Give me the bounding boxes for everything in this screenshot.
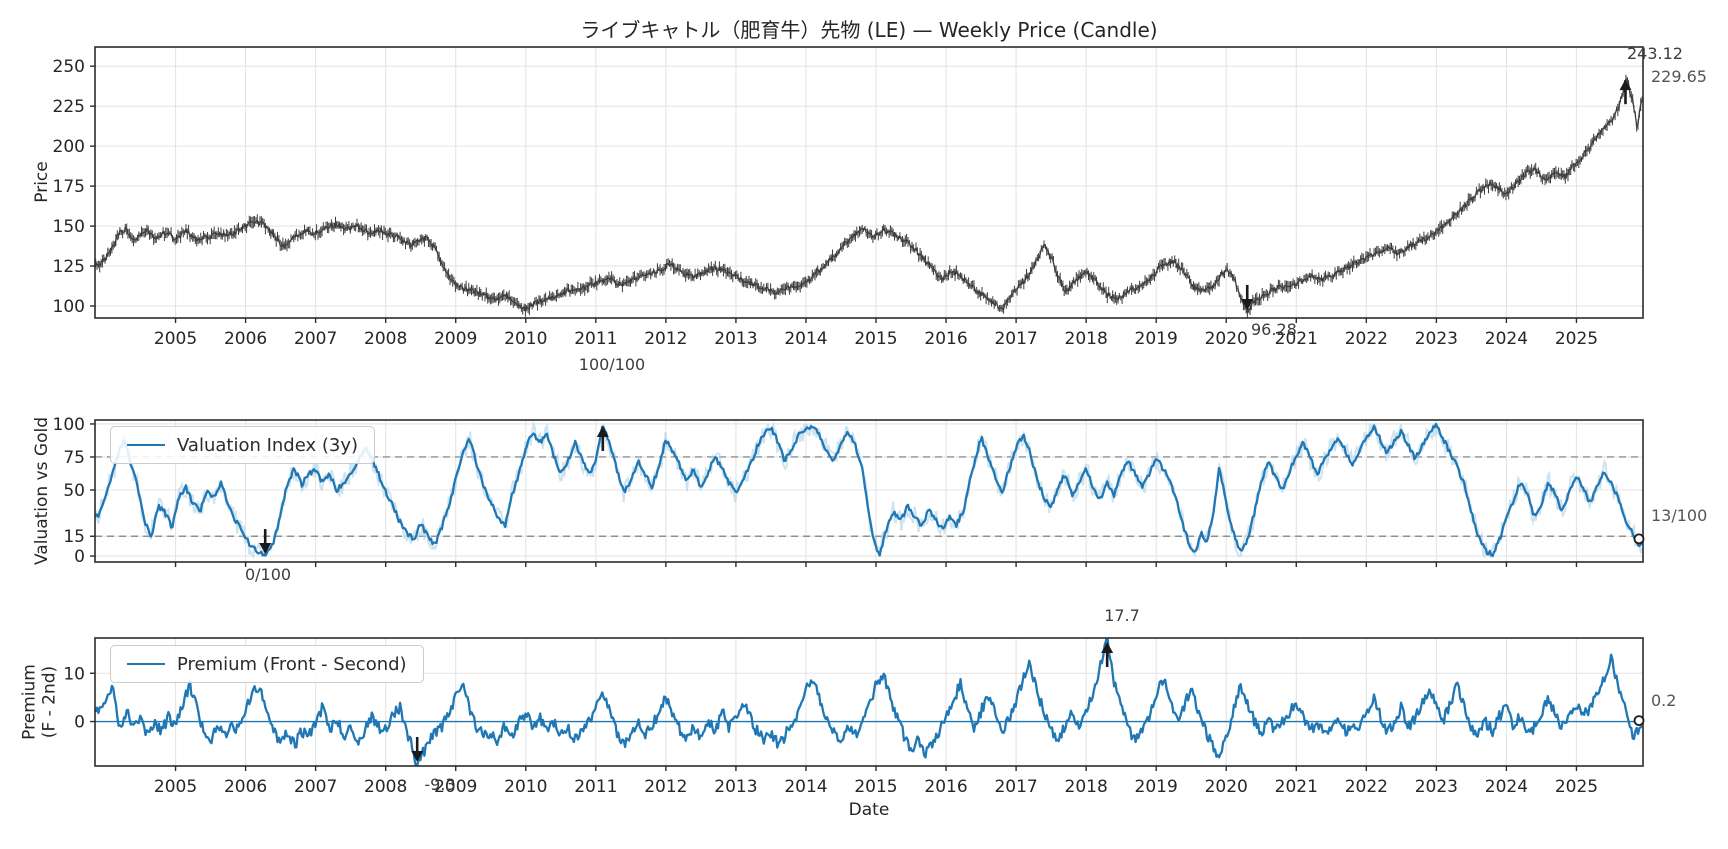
x-tick-label: 2015 bbox=[854, 329, 897, 349]
x-tick-label: 2013 bbox=[714, 329, 757, 349]
y-tick-label: 75 bbox=[63, 448, 85, 468]
valuation-legend-label: Valuation Index (3y) bbox=[177, 434, 359, 456]
valuation-high-arrow-icon bbox=[596, 425, 609, 437]
x-tick-label: 2017 bbox=[994, 777, 1037, 797]
premium-y-axis-label-line2: (F - 2nd) bbox=[40, 665, 60, 739]
x-tick-label: 2018 bbox=[1065, 777, 1108, 797]
x-tick-label: 2007 bbox=[294, 777, 337, 797]
premium-legend: Premium (Front - Second) bbox=[110, 645, 424, 683]
x-tick-label: 2011 bbox=[574, 777, 617, 797]
x-tick-label: 2012 bbox=[644, 329, 687, 349]
valuation-y-axis-label: Valuation vs Gold bbox=[32, 416, 52, 566]
x-tick-label: 2022 bbox=[1345, 777, 1388, 797]
premium-high-annotation: 17.7 bbox=[1104, 606, 1140, 625]
x-tick-label: 2024 bbox=[1485, 777, 1528, 797]
x-tick-label: 2023 bbox=[1415, 329, 1458, 349]
x-tick-label: 2010 bbox=[504, 777, 547, 797]
premium-series-line bbox=[95, 638, 1643, 766]
premium-y-axis-label-line1: Premium bbox=[19, 664, 40, 740]
x-tick-label: 2019 bbox=[1135, 329, 1178, 349]
price-last-annotation: 229.65 bbox=[1651, 67, 1707, 86]
valuation-series-line bbox=[95, 422, 1643, 558]
x-tick-label: 2015 bbox=[854, 777, 897, 797]
x-tick-label: 2025 bbox=[1555, 777, 1598, 797]
premium-low-arrow-icon bbox=[411, 751, 424, 762]
x-tick-label: 2014 bbox=[784, 329, 827, 349]
y-tick-label: 100 bbox=[53, 297, 85, 317]
valuation-last-annotation: 13/100 bbox=[1651, 506, 1708, 525]
x-tick-label: 2006 bbox=[224, 777, 267, 797]
x-tick-label: 2005 bbox=[154, 329, 197, 349]
valuation-high-annotation: 100/100 bbox=[578, 355, 646, 374]
premium-y-axis-label: Premium (F - 2nd) bbox=[20, 664, 61, 740]
x-tick-label: 2020 bbox=[1205, 329, 1248, 349]
y-tick-label: 10 bbox=[63, 664, 85, 684]
y-tick-label: 0 bbox=[74, 713, 85, 733]
panel-border bbox=[94, 419, 1644, 563]
x-tick-label: 2021 bbox=[1275, 777, 1318, 797]
premium-low-annotation: -9.3 bbox=[424, 775, 456, 794]
x-tick-label: 2023 bbox=[1415, 777, 1458, 797]
valuation-legend: Valuation Index (3y) bbox=[110, 426, 376, 464]
x-tick-label: 2010 bbox=[504, 329, 547, 349]
x-tick-label: 2007 bbox=[294, 329, 337, 349]
premium-high-arrow-icon bbox=[1101, 642, 1114, 653]
y-tick-label: 200 bbox=[53, 137, 85, 157]
x-tick-label: 2014 bbox=[784, 777, 827, 797]
price-series-line bbox=[95, 77, 1643, 314]
x-tick-label: 2009 bbox=[434, 329, 477, 349]
y-tick-label: 150 bbox=[53, 217, 85, 237]
price-y-axis-label: Price bbox=[32, 161, 52, 203]
x-tick-label: 2016 bbox=[924, 329, 967, 349]
y-tick-label: 100 bbox=[53, 415, 85, 435]
y-tick-label: 0 bbox=[74, 547, 85, 567]
y-tick-label: 175 bbox=[53, 177, 85, 197]
x-tick-label: 2017 bbox=[994, 329, 1037, 349]
premium-legend-line-icon bbox=[127, 663, 165, 665]
premium-last-annotation: 0.2 bbox=[1651, 691, 1677, 710]
x-tick-label: 2025 bbox=[1555, 329, 1598, 349]
panel-border bbox=[94, 637, 1644, 767]
x-tick-label: 2005 bbox=[154, 777, 197, 797]
y-tick-label: 250 bbox=[53, 57, 85, 77]
x-tick-label: 2009 bbox=[434, 777, 477, 797]
y-tick-label: 15 bbox=[63, 527, 85, 547]
chart-title: ライブキャトル（肥育牛）先物 (LE) — Weekly Price (Cand… bbox=[580, 18, 1158, 42]
panel-border bbox=[94, 46, 1644, 319]
valuation-low-annotation: 0/100 bbox=[244, 565, 292, 584]
price-high-annotation: 243.12 bbox=[1627, 44, 1683, 63]
x-tick-label: 2020 bbox=[1205, 777, 1248, 797]
x-axis-label: Date bbox=[848, 800, 890, 820]
x-tick-label: 2008 bbox=[364, 777, 407, 797]
price-high-arrow-icon bbox=[1619, 79, 1632, 91]
valuation-legend-line-icon bbox=[127, 444, 165, 446]
price-low-annotation: 96.28 bbox=[1251, 320, 1297, 339]
y-tick-label: 125 bbox=[53, 257, 85, 277]
valuation-low-arrow-icon bbox=[259, 543, 272, 555]
premium-legend-label: Premium (Front - Second) bbox=[177, 653, 407, 675]
x-tick-label: 2012 bbox=[644, 777, 687, 797]
y-tick-label: 50 bbox=[63, 481, 85, 501]
x-tick-label: 2006 bbox=[224, 329, 267, 349]
x-tick-label: 2024 bbox=[1485, 329, 1528, 349]
valuation-last-point-marker bbox=[1633, 533, 1645, 545]
x-tick-label: 2019 bbox=[1135, 777, 1178, 797]
x-tick-label: 2016 bbox=[924, 777, 967, 797]
price-low-arrow-icon bbox=[1241, 298, 1254, 310]
x-tick-label: 2013 bbox=[714, 777, 757, 797]
x-tick-label: 2018 bbox=[1065, 329, 1108, 349]
y-tick-label: 225 bbox=[53, 97, 85, 117]
price-candle-wicks bbox=[95, 74, 1643, 318]
x-tick-label: 2021 bbox=[1275, 329, 1318, 349]
x-tick-label: 2008 bbox=[364, 329, 407, 349]
x-tick-label: 2022 bbox=[1345, 329, 1388, 349]
x-tick-label: 2011 bbox=[574, 329, 617, 349]
premium-last-point-marker bbox=[1633, 715, 1645, 726]
